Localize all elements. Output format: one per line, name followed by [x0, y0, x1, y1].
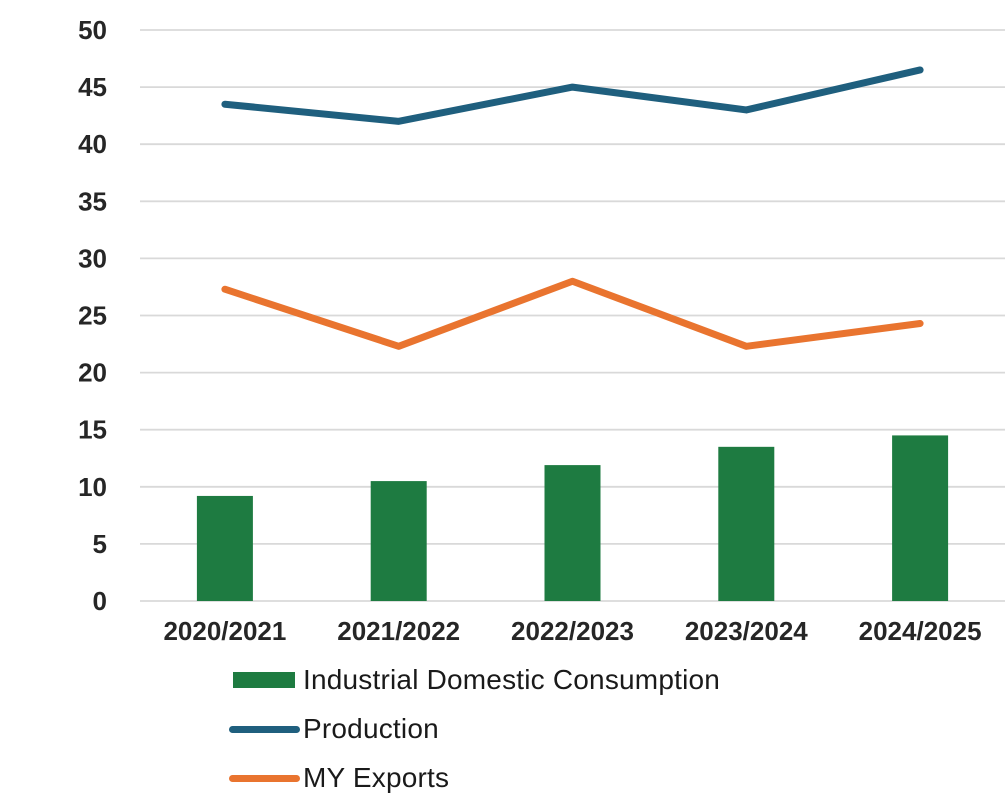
chart-legend: Industrial Domestic Consumption Producti… — [229, 663, 720, 805]
x-axis-category-label: 2021/2022 — [337, 616, 460, 646]
my-exports-line — [221, 277, 924, 350]
x-axis-category-label: 2023/2024 — [685, 616, 808, 646]
y-axis-tick-label: 20 — [78, 358, 107, 388]
bar-industrial-domestic-consumption — [370, 481, 427, 601]
y-axis-tick-label: 5 — [93, 529, 107, 559]
x-axis-category-label: 2020/2021 — [163, 616, 286, 646]
y-axis-tick-label: 40 — [78, 129, 107, 159]
production-line — [221, 66, 924, 125]
bar-industrial-domestic-consumption — [196, 495, 253, 601]
legend-item-industrial-domestic-consumption: Industrial Domestic Consumption — [229, 663, 720, 697]
y-axis-tick-label: 0 — [93, 586, 107, 616]
legend-item-production: Production — [229, 712, 720, 746]
y-axis-tick-label: 35 — [78, 186, 107, 216]
legend-label-my-exports: MY Exports — [303, 762, 450, 793]
y-axis-tick-label: 45 — [78, 72, 107, 102]
x-axis-category-label: 2024/2025 — [859, 616, 982, 646]
combo-chart-canvas: 0 5 10 15 20 25 30 35 40 45 50 2020/2021 2021/2022 20… — [78, 15, 1005, 646]
x-axis-category-label: 2022/2023 — [511, 616, 634, 646]
bar-industrial-domestic-consumption — [544, 465, 601, 601]
bar-swatch-icon — [233, 672, 295, 688]
y-axis-tick-label: 15 — [78, 415, 107, 445]
legend-item-my-exports: MY Exports — [229, 761, 720, 795]
line-swatch-icon — [229, 774, 300, 782]
bar-industrial-domestic-consumption — [718, 446, 775, 601]
y-axis-tick-label: 30 — [78, 243, 107, 273]
y-axis-tick-label: 10 — [78, 472, 107, 502]
bar-industrial-domestic-consumption — [892, 435, 949, 601]
y-axis-tick-label: 25 — [78, 301, 107, 331]
y-axis-tick-label: 50 — [78, 15, 107, 45]
legend-label-production: Production — [303, 713, 439, 744]
line-swatch-icon — [229, 725, 300, 733]
legend-label-industrial-domestic-consumption: Industrial Domestic Consumption — [303, 664, 721, 695]
